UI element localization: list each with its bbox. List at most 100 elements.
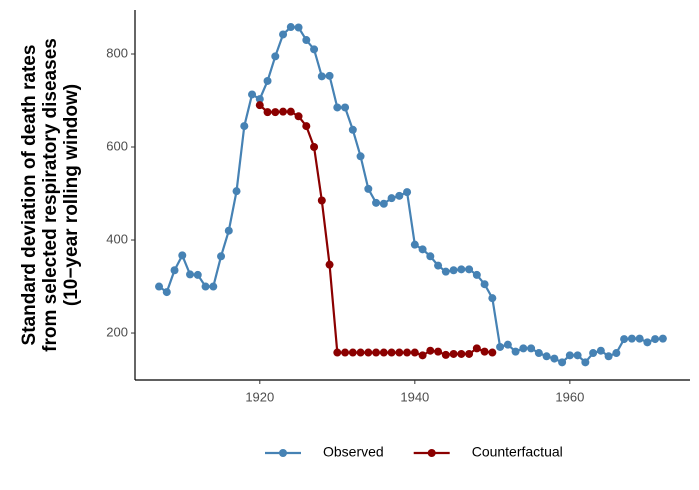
data-point — [333, 348, 342, 357]
data-point — [449, 266, 458, 275]
data-point — [279, 30, 288, 39]
data-point — [255, 101, 264, 110]
data-point — [534, 349, 543, 358]
data-point — [658, 334, 667, 343]
data-point — [488, 294, 497, 303]
data-point — [496, 342, 505, 351]
data-point — [511, 347, 520, 356]
data-point — [581, 358, 590, 367]
data-point — [573, 351, 582, 360]
data-point — [465, 265, 474, 274]
x-tick-label: 1960 — [555, 389, 584, 404]
data-point — [248, 90, 257, 99]
data-point — [480, 347, 489, 356]
data-point — [589, 349, 598, 358]
y-axis-label: from selected respiratory diseases — [40, 38, 61, 352]
data-point — [449, 349, 458, 358]
data-point — [286, 23, 295, 32]
data-point — [317, 72, 326, 81]
data-point — [426, 346, 435, 355]
legend-label: Observed — [323, 444, 384, 460]
data-point — [356, 348, 365, 357]
data-point — [263, 108, 272, 117]
data-point — [527, 344, 536, 353]
data-point — [565, 351, 574, 360]
data-point — [302, 122, 311, 131]
data-point — [418, 245, 427, 254]
data-point — [387, 194, 396, 203]
data-point — [294, 23, 303, 32]
y-tick-label: 600 — [106, 138, 128, 153]
data-point — [441, 267, 450, 276]
data-point — [201, 282, 210, 291]
data-point — [271, 52, 280, 61]
data-point — [317, 196, 326, 205]
data-point — [472, 270, 481, 279]
data-point — [325, 260, 334, 269]
data-point — [341, 348, 350, 357]
y-axis-label: (10−year rolling window) — [61, 84, 82, 306]
data-point — [457, 349, 466, 358]
data-point — [232, 187, 241, 196]
data-point — [217, 252, 226, 261]
data-point — [162, 288, 171, 297]
data-point — [434, 347, 443, 356]
series-line — [259, 104, 493, 357]
data-point — [426, 252, 435, 261]
data-point — [403, 188, 412, 197]
data-point — [209, 282, 218, 291]
y-tick-label: 800 — [106, 45, 128, 60]
data-point — [364, 348, 373, 357]
data-point — [418, 351, 427, 360]
data-point — [240, 122, 249, 131]
data-point — [465, 349, 474, 358]
data-point — [286, 107, 295, 116]
data-point — [635, 334, 644, 343]
data-point — [310, 45, 319, 54]
data-point — [341, 103, 350, 112]
y-tick-label: 400 — [106, 231, 128, 246]
y-tick-label: 200 — [106, 324, 128, 339]
data-point — [263, 76, 272, 85]
data-point — [186, 270, 195, 279]
data-point — [395, 191, 404, 200]
data-point — [325, 71, 334, 80]
data-point — [410, 240, 419, 249]
legend-label: Counterfactual — [472, 444, 563, 460]
data-point — [651, 335, 660, 344]
data-point — [596, 346, 605, 355]
data-point — [434, 261, 443, 270]
data-point — [627, 334, 636, 343]
data-point — [255, 95, 264, 104]
data-point — [550, 354, 559, 363]
data-point — [271, 108, 280, 117]
data-point — [372, 348, 381, 357]
data-point — [488, 348, 497, 357]
data-point — [310, 143, 319, 152]
data-point — [480, 280, 489, 289]
data-point — [620, 335, 629, 344]
data-point — [302, 36, 311, 45]
data-point — [279, 107, 288, 116]
data-point — [372, 198, 381, 207]
legend-marker — [279, 449, 287, 457]
data-point — [604, 352, 613, 361]
data-point — [403, 348, 412, 357]
data-point — [410, 348, 419, 357]
data-point — [193, 270, 202, 279]
data-point — [379, 199, 388, 208]
data-point — [472, 344, 481, 353]
data-point — [542, 352, 551, 361]
data-point — [170, 266, 179, 275]
data-point — [364, 184, 373, 193]
data-point — [395, 348, 404, 357]
data-point — [348, 348, 357, 357]
data-point — [612, 349, 621, 358]
data-point — [519, 344, 528, 353]
data-point — [387, 348, 396, 357]
x-tick-label: 1920 — [245, 389, 274, 404]
data-point — [457, 265, 466, 274]
data-point — [333, 103, 342, 112]
data-point — [224, 226, 233, 235]
